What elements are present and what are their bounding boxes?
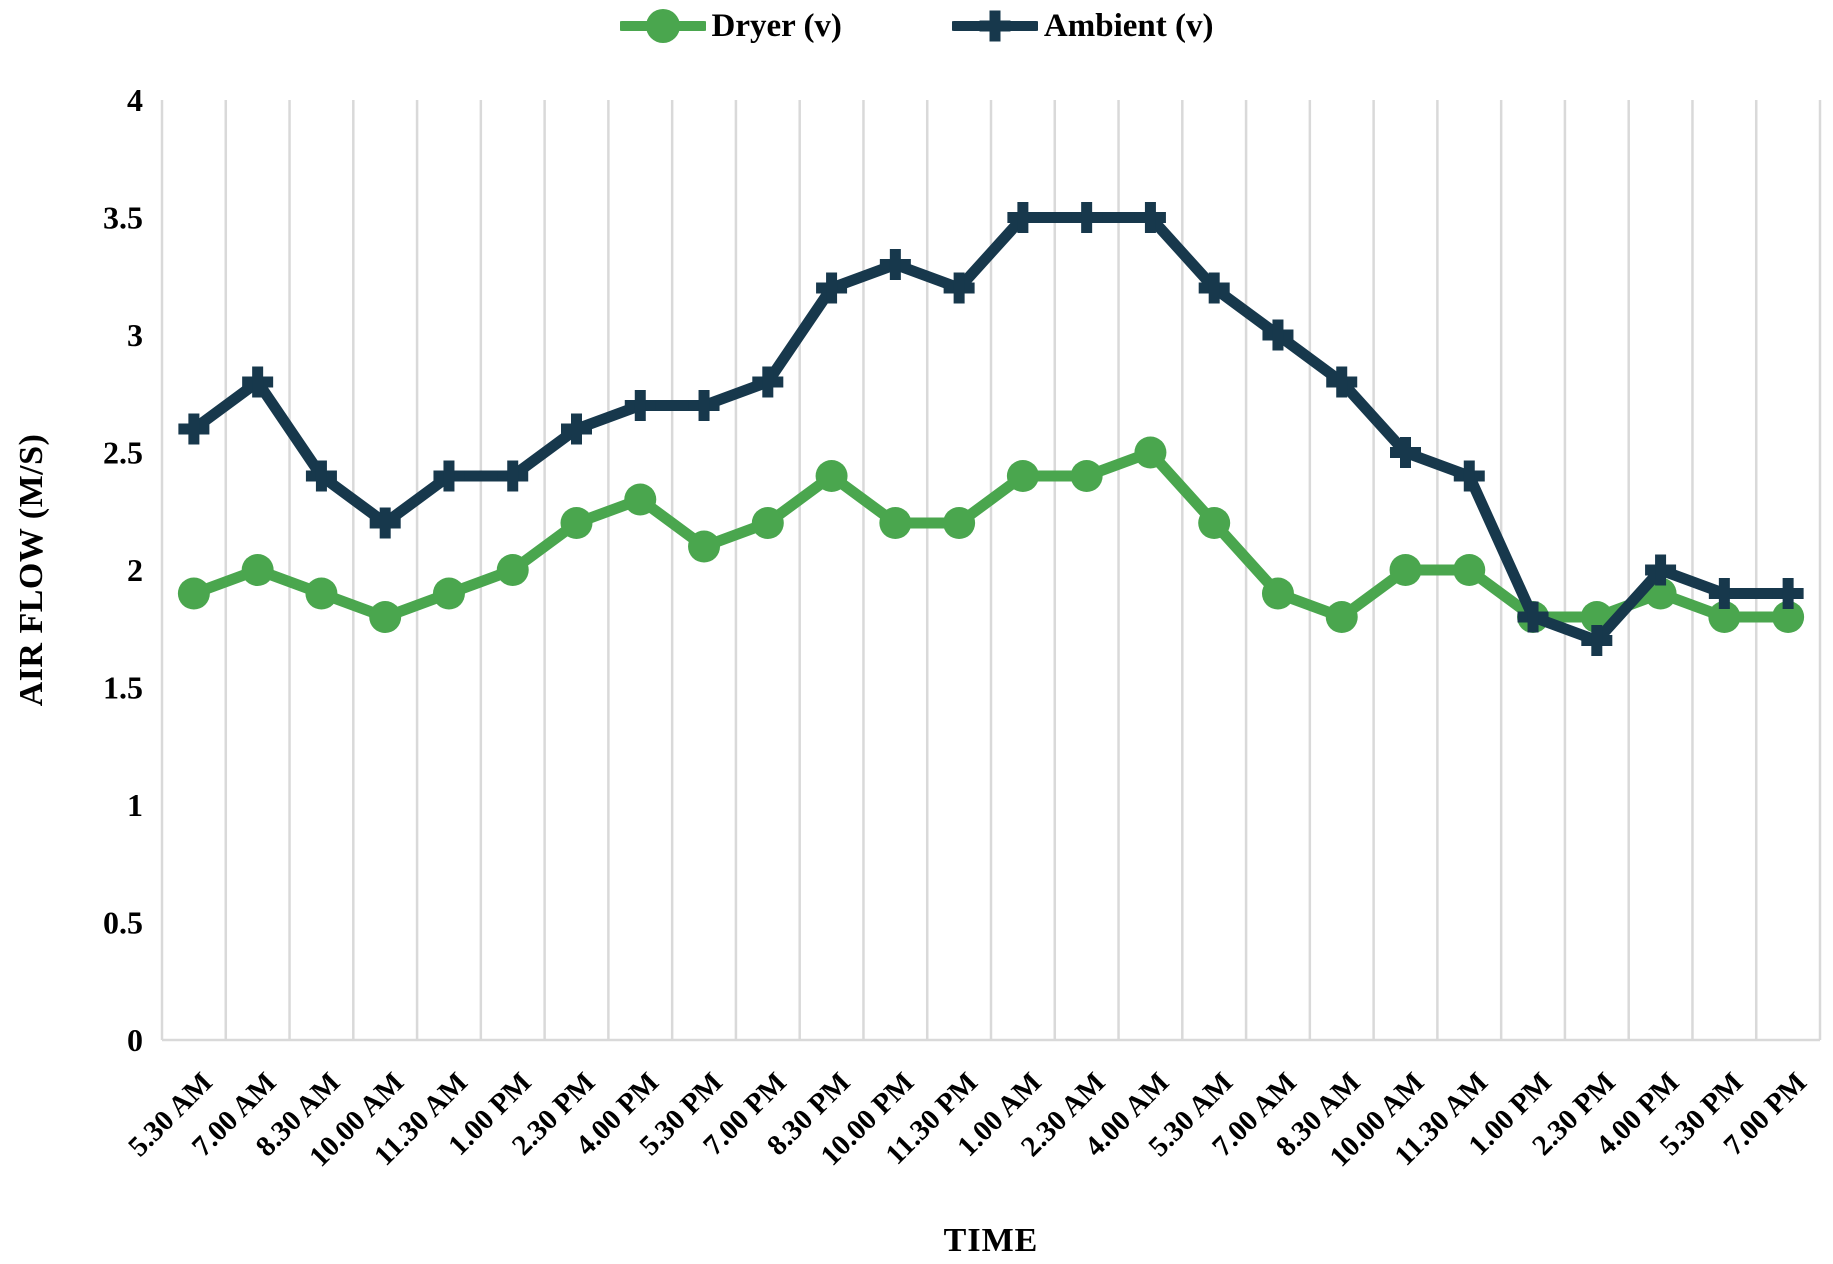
plus-marker-v (762, 366, 774, 398)
data-point-ambient-v (1390, 437, 1421, 468)
data-point-dryer-v (560, 507, 593, 539)
plus-marker-v (1718, 578, 1730, 609)
data-point-dryer-v (879, 507, 912, 539)
plus-marker-v (1655, 554, 1667, 586)
plus-marker-v (315, 460, 327, 492)
data-point-ambient-v (1071, 202, 1103, 233)
data-point-ambient-v (369, 507, 401, 539)
data-point-dryer-v (305, 577, 338, 610)
y-tick-label: 0.5 (103, 905, 143, 941)
plus-marker-v (1336, 366, 1348, 398)
data-point-dryer-v (1006, 460, 1039, 492)
plus-marker-v (571, 413, 582, 445)
data-point-dryer-v (688, 530, 721, 563)
plus-marker-v (379, 507, 391, 539)
plus-marker-v (1081, 202, 1093, 233)
y-tick-label: 0 (127, 1022, 143, 1058)
data-point-dryer-v (1070, 460, 1103, 492)
y-tick-label: 1.5 (103, 670, 143, 706)
data-point-dryer-v (1389, 554, 1422, 586)
data-point-dryer-v (1198, 507, 1231, 539)
y-tick-label: 3.5 (103, 200, 143, 236)
data-point-dryer-v (177, 577, 210, 610)
y-tick-label: 2.5 (103, 435, 143, 471)
y-tick-label: 4 (127, 82, 143, 118)
data-point-ambient-v (1198, 272, 1230, 304)
data-point-dryer-v (496, 554, 529, 586)
plus-marker-v (188, 413, 200, 445)
plus-marker-v (953, 272, 965, 304)
data-point-dryer-v (369, 601, 402, 633)
data-point-dryer-v (1261, 577, 1294, 610)
plus-marker-v (252, 366, 264, 398)
circle-marker-icon (619, 9, 706, 43)
data-point-ambient-v (943, 272, 975, 304)
data-point-dryer-v (1453, 554, 1486, 586)
data-point-ambient-v (1708, 578, 1740, 609)
data-point-ambient-v (561, 413, 592, 445)
data-point-ambient-v (1326, 366, 1358, 398)
data-point-ambient-v (879, 249, 911, 280)
legend-item-dryer-v: Dryer (v) (619, 3, 842, 49)
data-point-dryer-v (751, 507, 784, 539)
plus-marker-v (1527, 601, 1539, 633)
data-point-ambient-v (624, 390, 656, 421)
plus-marker-v (698, 390, 710, 421)
data-point-ambient-v (433, 460, 465, 492)
plus-marker-v (1144, 202, 1156, 233)
data-point-dryer-v (432, 577, 465, 610)
data-point-ambient-v (242, 366, 274, 398)
plus-marker-v (1400, 437, 1411, 468)
plus-marker-v (1208, 272, 1220, 304)
data-point-dryer-v (815, 460, 848, 492)
y-tick-label: 1 (127, 787, 143, 823)
legend-marker (989, 10, 1001, 42)
legend-label: Dryer (v) (711, 7, 842, 44)
data-point-ambient-v (305, 460, 337, 492)
data-point-ambient-v (1581, 625, 1613, 656)
data-point-dryer-v (1325, 601, 1358, 633)
data-point-ambient-v (1134, 202, 1166, 233)
data-point-dryer-v (1708, 601, 1741, 633)
plus-marker-v (1591, 625, 1603, 656)
data-point-ambient-v (688, 390, 720, 421)
plus-marker-v (889, 249, 901, 280)
x-axis-title: TIME (943, 1222, 1039, 1259)
data-point-dryer-v (943, 507, 976, 539)
plus-marker-v (634, 390, 646, 421)
legend-marker (645, 9, 680, 43)
data-point-dryer-v (624, 483, 657, 516)
plus-marker-v (1782, 578, 1794, 609)
data-point-ambient-v (816, 272, 848, 304)
legend-label: Ambient (v) (1043, 7, 1214, 44)
data-point-ambient-v (752, 366, 784, 398)
data-point-ambient-v (1772, 578, 1804, 609)
data-point-dryer-v (241, 554, 274, 586)
data-point-ambient-v (497, 460, 529, 492)
plus-marker-icon (951, 10, 1038, 42)
plus-marker-v (826, 272, 838, 304)
data-point-dryer-v (1772, 601, 1805, 633)
data-point-ambient-v (1007, 202, 1039, 233)
y-tick-label: 2 (127, 552, 143, 588)
data-point-ambient-v (1517, 601, 1549, 633)
plus-marker-v (507, 460, 519, 492)
legend: Dryer (v) Ambient (v) (0, 0, 1833, 52)
legend-item-ambient-v: Ambient (v) (951, 3, 1214, 49)
data-point-ambient-v (1453, 460, 1485, 492)
data-point-ambient-v (1645, 554, 1677, 586)
plus-marker-v (1463, 460, 1475, 492)
y-tick-label: 3 (127, 317, 143, 353)
plus-marker-v (443, 460, 455, 492)
plus-marker-v (1272, 319, 1284, 351)
data-point-ambient-v (178, 413, 210, 445)
data-point-ambient-v (1262, 319, 1294, 351)
data-point-dryer-v (1134, 436, 1167, 469)
plus-marker-v (1017, 202, 1029, 233)
